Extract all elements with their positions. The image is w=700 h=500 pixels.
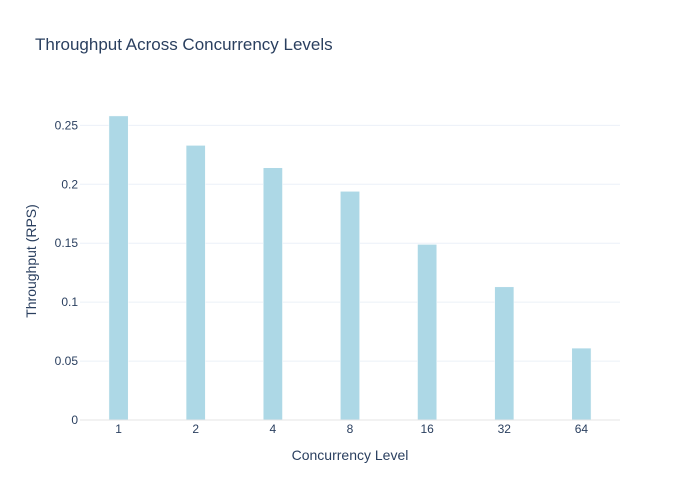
x-tick-label: 1 bbox=[115, 422, 122, 436]
bar-8 bbox=[340, 191, 360, 421]
y-tick-label: 0.2 bbox=[61, 177, 78, 191]
y-tick-label: 0.15 bbox=[55, 236, 79, 250]
y-tick-label: 0.05 bbox=[55, 354, 79, 368]
bar-64 bbox=[571, 347, 592, 421]
y-tick-labels: 0 0.05 0.1 0.15 0.2 0.25 bbox=[55, 118, 79, 427]
bar-4 bbox=[262, 167, 283, 421]
x-tick-label: 64 bbox=[575, 422, 589, 436]
bar-1 bbox=[108, 115, 129, 421]
y-tick-label: 0.1 bbox=[61, 295, 78, 309]
x-axis-label: Concurrency Level bbox=[292, 447, 409, 463]
bar-16 bbox=[417, 244, 438, 421]
bar-32 bbox=[494, 286, 515, 421]
x-tick-label: 8 bbox=[347, 422, 354, 436]
chart-title: Throughput Across Concurrency Levels bbox=[35, 35, 333, 54]
bars bbox=[108, 115, 592, 421]
x-tick-label: 2 bbox=[192, 422, 199, 436]
x-tick-label: 32 bbox=[498, 422, 512, 436]
y-tick-label: 0 bbox=[71, 413, 78, 427]
y-axis-label: Throughput (RPS) bbox=[23, 204, 39, 318]
x-tick-label: 4 bbox=[270, 422, 277, 436]
x-tick-labels: 1 2 4 8 16 32 64 bbox=[115, 422, 588, 436]
bar-2 bbox=[185, 145, 206, 421]
y-tick-label: 0.25 bbox=[55, 118, 79, 132]
x-tick-label: 16 bbox=[420, 422, 434, 436]
